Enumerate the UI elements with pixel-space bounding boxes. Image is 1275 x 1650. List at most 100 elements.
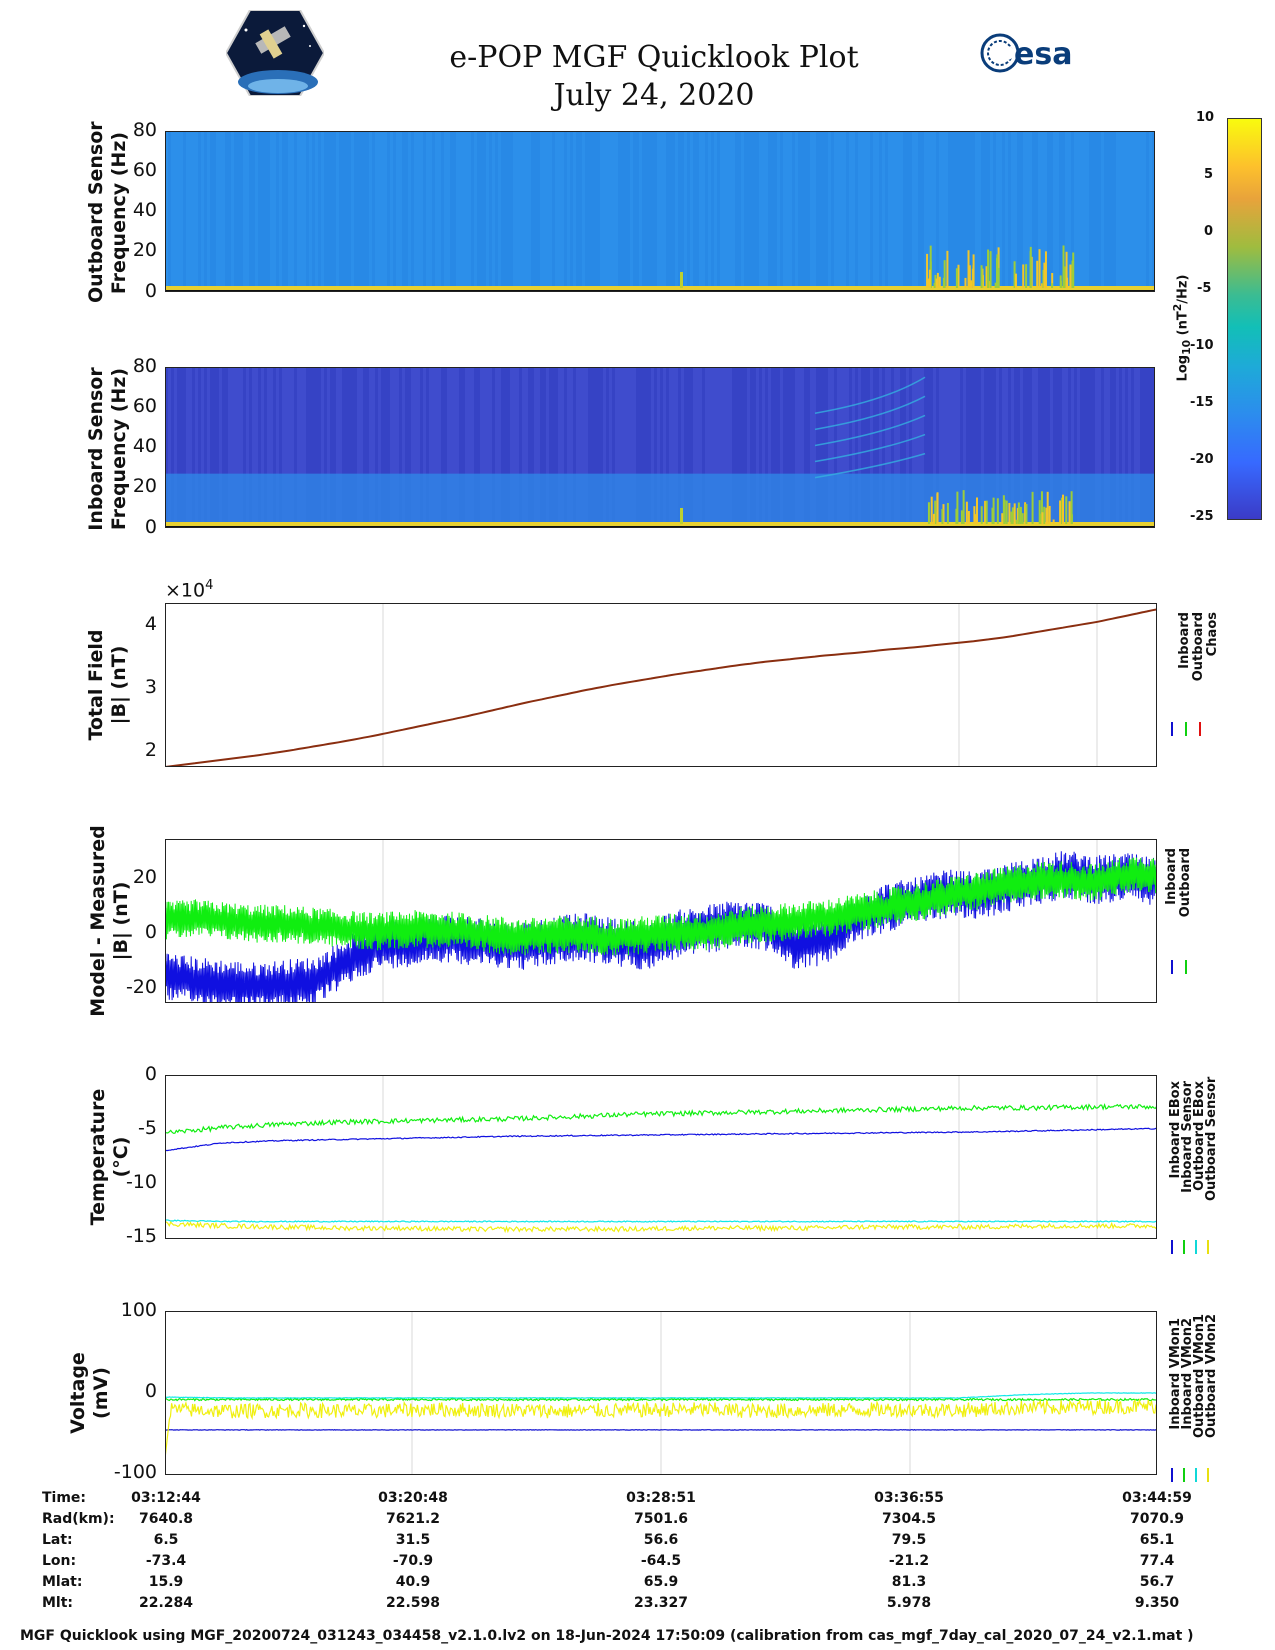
spectrogram-column [582,367,585,528]
cassiope-logo [224,9,326,97]
spectrogram-column [984,131,987,292]
total-field-legend-outboard: Outboard [1191,612,1206,682]
series-outboard-line [164,857,1158,956]
spectrogram-column [189,367,192,528]
spectrogram-burst [1044,251,1047,288]
spectrogram-column [594,367,597,528]
voltage-ylabel: Voltage (mV) [67,1352,112,1434]
spectrogram-column [381,131,384,292]
spectrogram-column [294,131,297,292]
spectrogram-burst [1041,283,1044,288]
spectrogram-column [1017,367,1020,528]
temperature-plot [164,1075,1158,1239]
row-label-mlat: Mlat: [42,1574,83,1590]
spectrogram-column [417,131,420,292]
spectrogram-column [864,131,867,292]
spectrogram-column [432,131,435,292]
spectrogram-column [1071,131,1074,292]
spectrogram-column [528,367,531,528]
plot-frame [165,603,1157,767]
spectrogram-column [1020,367,1023,528]
model-measured-legend-inboard: Inboard [1164,848,1179,905]
spectrogram-column [1026,131,1029,292]
spectrogram-column [510,131,513,292]
spectrogram-column [225,367,228,528]
spectrogram-column [966,367,969,528]
spectrogram-dc-band [165,286,1155,290]
spectrogram-column [507,367,510,528]
spectrogram-column [1065,367,1068,528]
spectrogram-column [501,131,504,292]
spectrogram-column [798,367,801,528]
spectrogram-column [801,367,804,528]
spectrogram-burst [1041,512,1044,524]
spectrogram-column [534,367,537,528]
eph-c4-mlat: 56.7 [1139,1574,1175,1590]
spectrogram-column [477,131,480,292]
spectrogram-column [561,367,564,528]
spectrogram-column [390,131,393,292]
spectrogram-column [966,131,969,292]
spectrogram-column [345,367,348,528]
spectrogram-column [180,367,183,528]
spectrogram-column [324,131,327,292]
spectrogram-column [414,131,417,292]
spectrogram-column [927,131,930,292]
model-measured-ytick-0: 0 [144,921,157,943]
spectrogram-column [672,131,675,292]
spectrogram-column [726,131,729,292]
spectrogram-column [606,367,609,528]
spectrogram-column [1017,131,1020,292]
eph-c2-mlat: 65.9 [643,1574,679,1590]
spectrogram-burst [1024,502,1027,524]
spectrogram-column [315,131,318,292]
spectrogram-column [741,131,744,292]
voltage-ytick-m100: -100 [113,1461,157,1483]
eph-c1-lon: -70.9 [392,1553,434,1569]
spectrogram-column [498,131,501,292]
spectrogram-column [282,367,285,528]
colorbar-tick-m10: -10 [1190,338,1214,353]
spectrogram-column [513,131,516,292]
spectrogram-burst [1065,251,1068,288]
spectrogram-column [522,367,525,528]
spectrogram-column [837,131,840,292]
spectrogram-column [939,367,942,528]
spectrogram-burst [1051,272,1054,288]
spectrogram-column [342,131,345,292]
spectrogram-column [519,131,522,292]
spectrogram-column [1098,131,1101,292]
spectrogram-burst [934,274,937,288]
series-total-field-line [164,608,1158,768]
spectrogram-column [849,367,852,528]
spectrogram-column [765,131,768,292]
spectrogram-column [1149,367,1152,528]
spectrogram-column [759,131,762,292]
spectrogram-column [810,131,813,292]
spectrogram-column [273,131,276,292]
spectrogram-burst [943,260,946,288]
spectrogram-column [273,367,276,528]
spectrogram-column [255,131,258,292]
spectrogram-column [363,367,366,528]
spectrogram-burst [1069,264,1072,288]
spectrogram-column [948,367,951,528]
series-outboard-vmon1-line [164,1392,1158,1399]
spectrogram-column [1038,367,1041,528]
spectrogram-column [1113,367,1116,528]
spectrogram-column [765,367,768,528]
spectrogram-column [1008,131,1011,292]
series-inboard-vmon2-line [164,1397,1158,1402]
spectrogram-column [615,367,618,528]
spectrogram-column [996,131,999,292]
spectrogram-column [933,367,936,528]
spectrogram-column [1005,367,1008,528]
spectrogram-burst [1039,513,1042,524]
spectrogram-column [453,131,456,292]
inboard-ytick-20: 20 [132,475,157,497]
spectrogram-column [591,367,594,528]
spectrogram-column [651,367,654,528]
spectrogram-column [540,367,543,528]
spectrogram-column [987,367,990,528]
spectrogram-column [483,367,486,528]
